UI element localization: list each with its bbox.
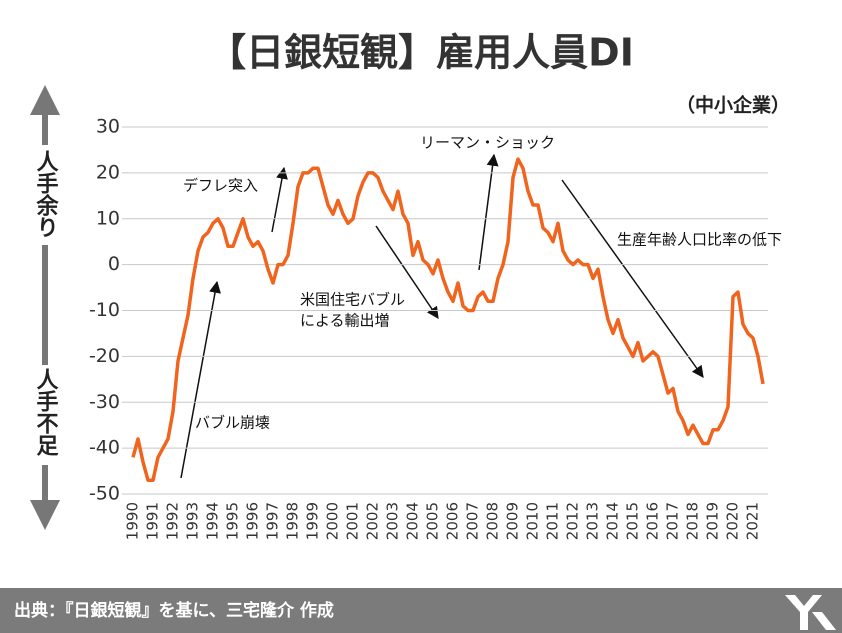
y-tick-label: 30 (96, 116, 120, 138)
data-line (131, 157, 765, 482)
annotation: による輸出増 (300, 312, 390, 330)
x-tick-label: 2002 (364, 502, 382, 540)
label-bg (30, 365, 60, 465)
y-tick-label: -20 (89, 345, 120, 367)
annotation: バブル崩壊 (195, 414, 270, 432)
x-tick-label: 2011 (544, 502, 562, 540)
x-tick-label: 1996 (244, 502, 262, 540)
x-tick-label: 1995 (224, 502, 242, 540)
x-tick-label: 2018 (684, 502, 702, 540)
x-tick-label: 2010 (524, 502, 542, 540)
x-tick-label: 1990 (124, 502, 142, 540)
y-tick-label: 10 (96, 207, 120, 229)
x-tick-label: 2005 (424, 502, 442, 540)
x-tick-label: 2007 (464, 502, 482, 540)
logo (785, 595, 836, 630)
x-tick-label: 2001 (344, 502, 362, 540)
x-tick-label: 2019 (704, 502, 722, 540)
x-tick-label: 2006 (444, 502, 462, 540)
y-tick-label: 0 (108, 253, 120, 275)
side-label: 人手不足 (33, 368, 59, 456)
x-tick-label: 2004 (404, 502, 422, 540)
x-tick-label: 1998 (284, 502, 302, 540)
arrow (375, 225, 439, 319)
x-tick-label: 1994 (204, 502, 222, 540)
x-tick-label: 1997 (264, 502, 282, 540)
side-label: 人手余り (33, 150, 60, 238)
x-tick-label: 2008 (484, 502, 502, 540)
footer-bar (0, 588, 842, 633)
x-tick-label: 1993 (184, 502, 202, 540)
x-tick-label: 1992 (164, 502, 182, 540)
x-tick-label: 2015 (624, 502, 642, 540)
y-tick-label: -10 (89, 299, 120, 321)
x-tick-label: 1991 (144, 502, 162, 540)
arrow (271, 166, 288, 233)
y-tick-label: -30 (89, 391, 120, 413)
x-tick-label: 1999 (304, 502, 322, 540)
annotation: 米国住宅バブル (300, 291, 405, 309)
x-tick-label: 2017 (664, 502, 682, 540)
x-tick-label: 2000 (324, 502, 342, 540)
x-tick-label: 2009 (504, 502, 522, 540)
x-tick-label: 2012 (564, 502, 582, 540)
annotation: デフレ突入 (183, 177, 258, 195)
x-tick-label: 2020 (724, 502, 742, 540)
x-tick-label: 2021 (744, 502, 762, 540)
chart-subtitle: （中小企業） (676, 94, 790, 117)
arrow (561, 179, 704, 378)
label-bg (30, 145, 60, 245)
y-tick-label: -50 (89, 483, 120, 505)
x-tick-label: 2013 (584, 502, 602, 540)
x-tick-label: 2016 (644, 502, 662, 540)
annotation-arrows (180, 153, 704, 479)
y-tick-label: 20 (96, 161, 120, 183)
annotation: リーマン・ショック (420, 134, 555, 152)
arrow (180, 280, 221, 479)
annotation: 生産年齢人口比率の低下 (617, 231, 782, 249)
x-tick-label: 2003 (384, 502, 402, 540)
chart-title: 【日銀短観】雇用人員DI (208, 31, 634, 75)
arrow (478, 153, 499, 271)
y-tick-label: -40 (89, 437, 120, 459)
x-tick-label: 2014 (604, 502, 622, 540)
source: 出典：『日銀短観』を基に、三宅隆介 作成 (14, 600, 334, 621)
